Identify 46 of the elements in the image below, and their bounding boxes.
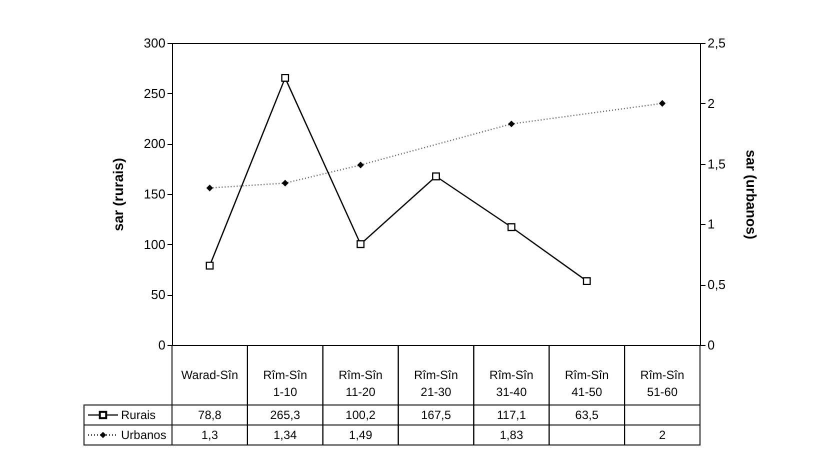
y2-tick-label: 1: [708, 216, 715, 232]
data-label: 265,3: [270, 408, 300, 422]
data-label: 63,5: [575, 408, 599, 422]
x-tick-label: Rîm-Sîn 51-60: [640, 368, 684, 399]
y2-tick-label: 0,5: [708, 277, 726, 292]
x-tick-label: Rîm-Sîn 31-40: [489, 368, 534, 399]
point: [282, 180, 288, 186]
legend-label: Urbanos: [121, 428, 166, 442]
data-label: 100,2: [346, 408, 376, 422]
x-tick-label: Warad-Sîn: [181, 368, 238, 382]
data-label: 117,1: [496, 408, 526, 422]
y-tick-label: 100: [144, 236, 166, 252]
data-label: 78,8: [198, 408, 222, 422]
data-label: 2: [658, 428, 666, 442]
y-tick-label: 0: [158, 338, 166, 352]
point: [356, 240, 365, 248]
y2-axis-title: sar (urbanos): [744, 150, 760, 240]
y-tick-label: 200: [144, 136, 166, 152]
y2-tick-label: 0: [708, 338, 715, 352]
point: [507, 223, 516, 232]
legend-label: Rurais: [121, 408, 156, 422]
x-tick-label: Rîm-Sîn 11-20: [338, 368, 383, 399]
point: [206, 262, 214, 270]
point: [582, 277, 591, 286]
y2-tick-label: 2,5: [708, 36, 726, 50]
x-tick-label: Rîm-Sîn 1-10: [263, 368, 308, 399]
x-tick-label: Rîm-Sîn 21-30: [414, 368, 458, 399]
y-tick-label: 50: [151, 287, 166, 302]
x-tick-label: Rîm-Sîn 41-50: [564, 368, 609, 399]
y-tick-label: 300: [144, 36, 166, 50]
point: [658, 100, 666, 107]
y-tick-label: 250: [144, 86, 166, 101]
data-label: 1,3: [201, 428, 218, 442]
data-label: 1,34: [273, 428, 298, 442]
y-axis-title: sar (rurais): [110, 158, 126, 232]
point: [508, 120, 515, 128]
y2-tick-label: 1,5: [708, 156, 726, 172]
data-label: 1,49: [348, 428, 373, 442]
point: [432, 172, 440, 180]
y-tick-label: 150: [144, 186, 166, 202]
point: [357, 162, 364, 168]
y2-tick-label: 2: [708, 96, 715, 111]
point: [206, 184, 214, 192]
data-label: 167,5: [420, 408, 452, 422]
point: [281, 74, 290, 82]
data-label: 1,83: [500, 428, 524, 442]
